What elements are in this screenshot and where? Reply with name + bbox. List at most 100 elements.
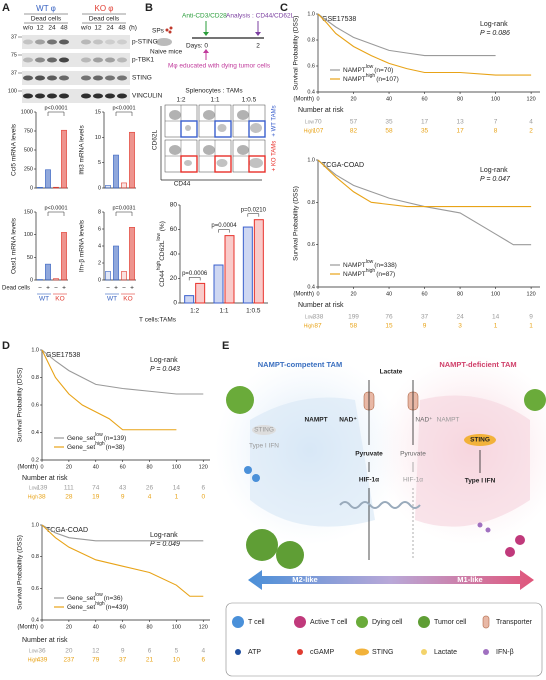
mouse-icon — [156, 38, 172, 46]
genotype-label: KO — [123, 296, 132, 303]
legend-name: Gene_set — [67, 595, 95, 602]
risk-count: 15 — [385, 323, 393, 330]
p-value: p=0.0210 — [241, 207, 267, 213]
macrophage-note: Mφ educated with dying tumor cells — [168, 63, 271, 70]
legend-icon — [421, 649, 427, 655]
significance-bracket — [218, 229, 230, 233]
treatment-sign: − — [54, 285, 58, 292]
nad: NAD⁺ — [339, 417, 357, 424]
risk-count: 5 — [175, 648, 179, 655]
blot-band — [117, 93, 127, 99]
legend-n: (n=87) — [376, 271, 395, 278]
nad: NAD⁺ — [415, 417, 433, 424]
x-tick-label: 80 — [146, 464, 152, 470]
legend-icon — [355, 648, 369, 656]
m1-label: M1-like — [457, 575, 482, 584]
legend-sup: low — [95, 432, 103, 438]
legend-label: NAMPThigh(n=107) — [343, 73, 399, 82]
legend-label: STING — [372, 649, 393, 656]
legend-name: Gene_set — [67, 444, 95, 451]
risk-count: 19 — [92, 494, 100, 501]
bar — [45, 169, 51, 189]
survival-curve — [41, 524, 204, 597]
days-label: Days: 0 — [186, 43, 208, 50]
risk-count: 13 — [456, 119, 464, 126]
risk-count: 6 — [201, 657, 205, 664]
risk-count: 76 — [385, 314, 393, 321]
y-axis-label: CD44highCD62Llow (%) — [156, 221, 165, 287]
p-value: P = 0.049 — [150, 541, 180, 548]
x-axis-label: (Month) — [17, 625, 38, 631]
y-tick-label: 150 — [24, 209, 33, 215]
blot-band — [81, 57, 91, 63]
y-tick-label: 0 — [98, 277, 101, 283]
risk-count: 1 — [529, 323, 533, 330]
blot-band — [93, 93, 103, 99]
legend-label: T cell — [248, 619, 265, 626]
gate-highlight — [248, 155, 266, 173]
flow-cloud — [185, 125, 191, 131]
group-label: WT φ — [36, 4, 56, 13]
blot — [22, 71, 130, 85]
y-tick-label: 0.4 — [31, 617, 39, 623]
hif: HIF-1α — [359, 477, 379, 484]
timepoint: 48 — [60, 25, 68, 32]
treatment-row-label: Dead cells — [2, 286, 30, 292]
timepoint: 12 — [94, 25, 102, 32]
significance-bracket — [47, 111, 65, 116]
protocol-diagram: Anti-CD3/CD28 Analysis : CD44/CD62L SPs … — [150, 13, 295, 188]
risk-count: 10 — [173, 657, 181, 664]
x-tick-label: 120 — [527, 96, 536, 102]
risk-count: 4 — [201, 648, 205, 655]
treatment-sign: + — [114, 285, 118, 292]
ifn — [485, 527, 491, 533]
test-name: Log-rank — [150, 532, 178, 539]
blot-band — [117, 75, 127, 81]
blot-band — [81, 39, 91, 45]
y-tick-label: 4 — [98, 243, 101, 249]
right-membrane — [415, 395, 530, 527]
mw-marker: 37 — [11, 34, 17, 40]
risk-count: 20 — [65, 648, 73, 655]
x-tick-label: 0 — [316, 96, 319, 102]
x-axis-label: (Month) — [293, 97, 314, 103]
legend-label: Gene_setlow(n=36) — [67, 592, 123, 601]
risk-count: 9 — [121, 494, 125, 501]
legend-icon — [418, 616, 430, 628]
genotype-label: WT — [39, 296, 49, 303]
legend-sup: high — [95, 601, 105, 607]
y-axis-label: Ccl5 mRNA levels — [11, 123, 18, 176]
legend-sup: low — [95, 592, 103, 598]
blot-band — [105, 57, 115, 63]
panel-label: E — [222, 340, 229, 352]
blot-band — [93, 57, 103, 63]
pyruvate: Pyruvate — [400, 451, 426, 458]
risk-count: 58 — [385, 128, 393, 135]
risk-count: 43 — [119, 485, 127, 492]
blot-band — [35, 75, 45, 81]
legend-icon — [482, 615, 490, 629]
blot-band — [117, 57, 127, 63]
gate-highlight — [214, 120, 232, 138]
legend-box — [225, 602, 543, 677]
risk-count: 87 — [314, 323, 322, 330]
bar — [53, 186, 59, 189]
risk-count: 36 — [38, 648, 46, 655]
survival-curve — [41, 349, 177, 431]
cell-dot — [168, 30, 172, 34]
dying-cell — [226, 386, 254, 414]
legend-sup: high — [95, 441, 105, 447]
x-tick-label: 1:1 — [219, 308, 228, 315]
y-axis-label: Oasl1 mRNA levels — [11, 217, 18, 274]
blot — [22, 35, 130, 49]
chart-title: TCGA-COAD — [322, 162, 364, 169]
analysis: Analysis : CD44/CD62L — [226, 13, 295, 20]
survival-curve — [317, 159, 532, 208]
blot-label: STING — [132, 75, 152, 82]
timepoint: w/o — [80, 25, 92, 32]
p-value: P = 0.043 — [150, 366, 180, 373]
risk-count: 14 — [173, 485, 181, 492]
risk-count: 82 — [350, 128, 358, 135]
risk-count: 9 — [529, 314, 533, 321]
flow-cloud — [203, 110, 215, 120]
